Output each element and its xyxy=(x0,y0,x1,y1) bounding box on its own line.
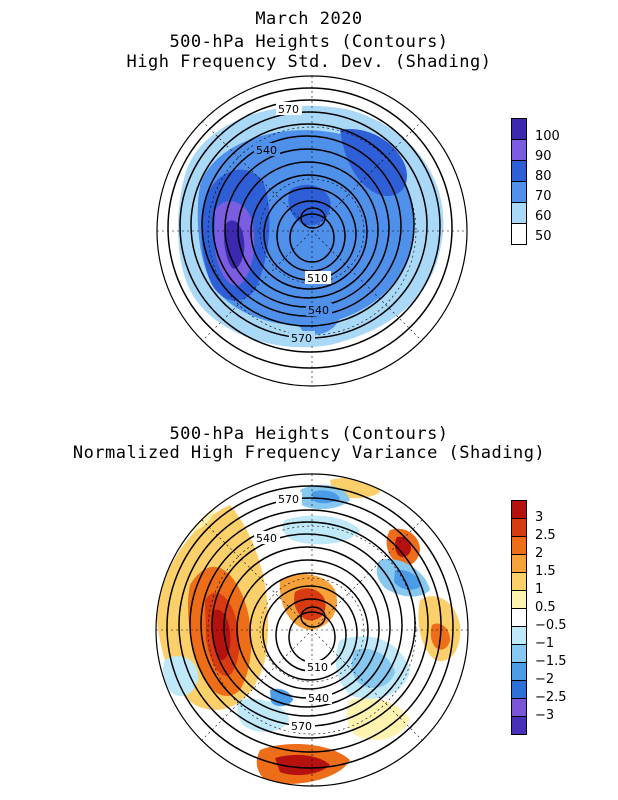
legend-label: 1 xyxy=(535,582,544,597)
legend-swatch xyxy=(511,572,527,591)
legend-label: 60 xyxy=(535,209,552,224)
top-title-line-1: March 2020 xyxy=(255,9,363,29)
legend-swatch xyxy=(511,160,527,182)
legend-swatch xyxy=(511,662,527,681)
top-contour-label: 570 xyxy=(278,103,299,116)
legend-label: −2.5 xyxy=(535,690,567,705)
legend-swatch xyxy=(511,518,527,537)
legend-swatch xyxy=(511,118,527,140)
bottom-contour-label: 570 xyxy=(278,493,299,506)
top-contour-label: 510 xyxy=(307,272,328,285)
legend-swatch xyxy=(511,181,527,203)
bottom-shading-field xyxy=(156,474,468,786)
bottom-height-contours xyxy=(166,485,454,769)
legend-swatch xyxy=(511,644,527,663)
legend-label: 70 xyxy=(535,189,552,204)
legend-swatch xyxy=(511,680,527,699)
bottom-contour-label: 570 xyxy=(291,720,312,733)
top-title-line-2: 500-hPa Heights (Contours) xyxy=(169,32,449,52)
legend-swatch xyxy=(511,536,527,555)
legend-label: 2.5 xyxy=(535,528,556,543)
legend-label: −1 xyxy=(535,636,555,651)
legend-label: 3 xyxy=(535,510,544,525)
top-contour-label: 540 xyxy=(308,304,329,317)
legend-label: 2 xyxy=(535,546,544,561)
top-contour-label: 570 xyxy=(291,332,312,345)
legend-label: 50 xyxy=(535,229,552,244)
legend-swatch xyxy=(511,608,527,627)
bottom-map-boundary xyxy=(155,473,469,787)
legend-label: 1.5 xyxy=(535,564,556,579)
bottom-contour-label: 510 xyxy=(307,661,328,674)
bottom-contour-label: 540 xyxy=(256,532,277,545)
legend-swatch xyxy=(511,139,527,161)
legend-label: −3 xyxy=(535,708,555,723)
legend-label: 100 xyxy=(535,129,560,144)
legend-swatch xyxy=(511,698,527,717)
legend-label: −1.5 xyxy=(535,654,567,669)
top-colorbar-legend: 100 90 80 70 60 50 xyxy=(511,118,571,248)
top-map-boundary xyxy=(156,75,468,387)
bottom-contour-label: 540 xyxy=(308,692,329,705)
legend-swatch xyxy=(511,202,527,224)
legend-swatch xyxy=(511,500,527,519)
legend-swatch xyxy=(511,223,527,245)
legend-label: 80 xyxy=(535,169,552,184)
bottom-latitude-lines xyxy=(156,474,468,786)
legend-swatch xyxy=(511,554,527,573)
top-latitude-lines xyxy=(157,76,467,386)
legend-swatch xyxy=(511,590,527,609)
bottom-colorbar-legend: 3 2.5 2 1.5 1 0.5 −0.5 −1 −1.5 −2 −2.5 −… xyxy=(511,500,571,740)
top-contour-label: 540 xyxy=(256,144,277,157)
legend-swatch xyxy=(511,626,527,645)
legend-label: 90 xyxy=(535,149,552,164)
legend-label: −2 xyxy=(535,672,555,687)
bottom-title-line-1: 500-hPa Heights (Contours) xyxy=(169,424,449,444)
legend-swatch xyxy=(511,716,527,735)
top-title-line-3: High Frequency Std. Dev. (Shading) xyxy=(126,52,492,72)
legend-label: 0.5 xyxy=(535,600,556,615)
legend-label: −0.5 xyxy=(535,618,567,633)
bottom-title-line-2: Normalized High Frequency Variance (Shad… xyxy=(72,443,546,463)
top-shading-field xyxy=(157,76,467,386)
